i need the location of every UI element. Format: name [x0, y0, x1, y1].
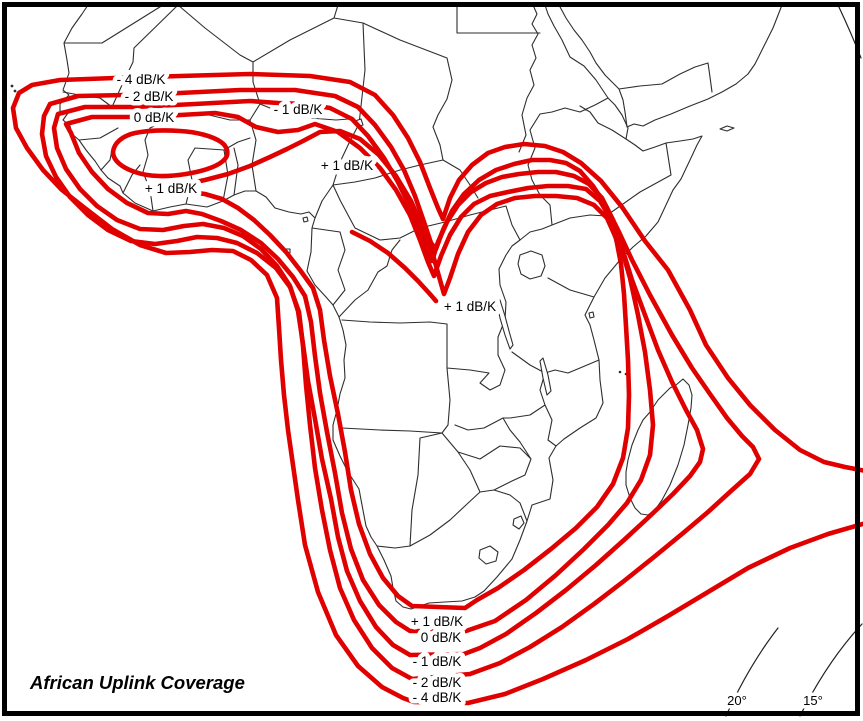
madagascar-outline: [625, 378, 693, 516]
graticule-arc-15: [799, 623, 863, 717]
lake-tanganyika: [496, 299, 514, 350]
graticule-arc-20: [725, 627, 779, 717]
comoros-island-dot: [618, 370, 622, 374]
contour-label: + 1 dB/K: [411, 614, 463, 629]
contour-label: 0 dB/K: [421, 630, 462, 645]
zanzibar-island: [588, 311, 595, 319]
bioko-island: [302, 216, 309, 223]
contour-label: - 4 dB/K: [117, 72, 166, 87]
contour-line-minus2dbk: [39, 87, 762, 682]
graticule-label-20: 20°: [727, 693, 747, 708]
graticule-labels: 20° 15°: [724, 690, 827, 712]
contour-label: - 1 dB/K: [413, 654, 462, 669]
lake-malawi: [539, 357, 552, 396]
coverage-contours: [10, 71, 863, 706]
graticule-label-15: 15°: [803, 693, 823, 708]
lesotho-outline: [478, 545, 499, 565]
contour-label: + 1 dB/K: [444, 299, 496, 314]
contour-label: + 1 dB/K: [321, 158, 373, 173]
contour-line-0dbk: [63, 110, 656, 634]
africa-coastline: [59, 4, 703, 610]
contour-label: + 1 dB/K: [145, 181, 197, 196]
contour-line-plus1dbk-main: [173, 128, 632, 611]
contour-label: 0 dB/K: [134, 110, 175, 125]
contour-label: - 2 dB/K: [125, 89, 174, 104]
contour-label: - 1 dB/K: [274, 102, 323, 117]
lake-victoria: [517, 250, 546, 280]
cape-verde-island-dot: [13, 89, 17, 93]
socotra-island: [719, 125, 735, 132]
contour-line-plus1dbk-west-oval: [110, 128, 230, 179]
country-borders: [59, 4, 783, 610]
contour-line-plus1dbk-saddle-arc: [349, 229, 439, 304]
contour-line-minus4dbk: [10, 71, 863, 706]
contour-label: - 2 dB/K: [413, 675, 462, 690]
graticule-lines: [725, 4, 863, 717]
map-title: African Uplink Coverage: [29, 672, 245, 693]
cape-verde-island-dot: [10, 84, 14, 88]
arabia-coastline: [558, 4, 783, 128]
swaziland-outline: [512, 515, 525, 530]
contour-label: - 4 dB/K: [413, 690, 462, 705]
lakes-and-islands: [10, 84, 735, 565]
nile-river: [518, 4, 539, 153]
contour-line-minus1dbk: [51, 98, 706, 658]
